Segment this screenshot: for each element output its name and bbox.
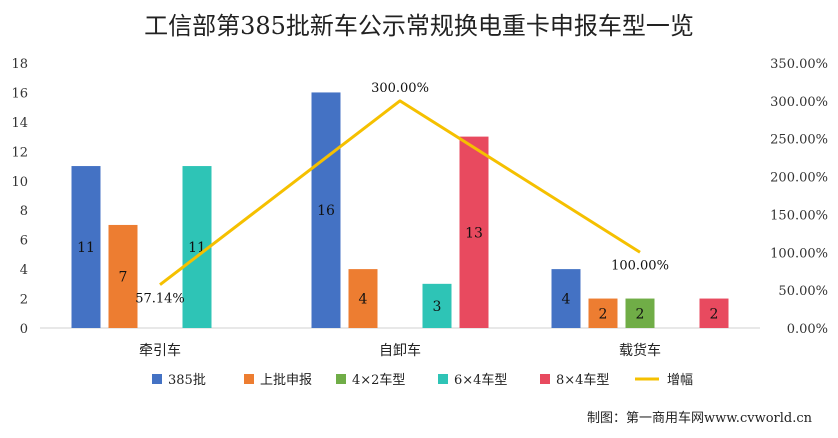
x-category-label: 牵引车 <box>139 342 181 359</box>
bar <box>311 92 341 328</box>
bar <box>625 298 655 328</box>
bar-value-label: 7 <box>119 269 128 285</box>
bar <box>551 269 581 328</box>
legend-label: 上批申报 <box>260 373 312 388</box>
y-tick-label: 18 <box>11 57 28 72</box>
bar <box>108 224 138 328</box>
bar <box>699 298 729 328</box>
y2-tick-label: 200.00% <box>770 171 828 186</box>
y-axis: 0 2 4 6 8 10 12 14 16 18 <box>11 57 28 337</box>
legend-swatch <box>152 374 162 384</box>
x-axis: 牵引车 自卸车 载货车 <box>139 342 661 359</box>
y2-tick-label: 0.00% <box>787 322 828 337</box>
y2-tick-label: 300.00% <box>770 95 828 110</box>
y2-tick-label: 100.00% <box>770 246 828 261</box>
y-tick-label: 14 <box>11 116 28 131</box>
y-tick-label: 2 <box>20 293 28 308</box>
line-value-label: 300.00% <box>371 81 429 96</box>
legend-swatch <box>540 374 550 384</box>
y-tick-label: 4 <box>20 263 28 278</box>
legend-swatch <box>336 374 346 384</box>
bar-value-label: 3 <box>433 299 442 315</box>
bar-value-label: 4 <box>562 292 571 308</box>
bar-value-label: 4 <box>359 292 368 308</box>
y-tick-label: 16 <box>11 86 28 101</box>
legend: 385批 上批申报 4×2车型 6×4车型 8×4车型 增幅 <box>152 372 693 388</box>
line-value-label: 100.00% <box>611 258 669 273</box>
bar <box>348 269 378 328</box>
legend-label: 8×4车型 <box>556 372 609 388</box>
legend-label: 4×2车型 <box>352 372 405 388</box>
bar-value-label: 11 <box>77 240 95 256</box>
y-tick-label: 0 <box>20 322 28 337</box>
bar-value-label: 11 <box>188 240 206 256</box>
y2-tick-label: 350.00% <box>770 57 828 72</box>
legend-swatch <box>438 374 448 384</box>
bars: 11 7 11 16 4 3 13 4 2 2 2 <box>71 92 729 328</box>
y2-tick-label: 150.00% <box>770 208 828 223</box>
credit-text: 制图：第一商用车网www.cvworld.cn <box>587 410 813 426</box>
x-category-label: 自卸车 <box>379 342 421 359</box>
y-tick-label: 8 <box>20 204 28 219</box>
chart-title: 工信部第385批新车公示常规换电重卡申报车型一览 <box>144 12 694 40</box>
legend-label: 增幅 <box>667 373 693 388</box>
line-layer: 57.14% 300.00% 100.00% <box>135 81 669 307</box>
line-growth <box>159 99 641 286</box>
bar-value-label: 2 <box>599 306 608 322</box>
legend-label: 6×4车型 <box>454 372 507 388</box>
bar-value-label: 2 <box>636 306 645 322</box>
bar <box>71 166 101 328</box>
bar <box>422 283 452 328</box>
y-tick-label: 6 <box>20 234 28 249</box>
y2-axis: 0.00% 50.00% 100.00% 150.00% 200.00% 250.00% 3… <box>770 57 828 337</box>
line-value-label: 57.14% <box>135 292 185 307</box>
legend-label: 385批 <box>168 373 206 388</box>
y-tick-label: 12 <box>11 145 28 160</box>
y-tick-label: 10 <box>11 175 28 190</box>
legend-swatch <box>244 374 254 384</box>
bar-value-label: 13 <box>465 225 483 241</box>
bar <box>182 166 212 328</box>
bar <box>459 136 489 328</box>
bar <box>588 298 618 328</box>
y2-tick-label: 50.00% <box>778 284 828 299</box>
bar-value-label: 2 <box>710 306 719 322</box>
x-category-label: 载货车 <box>619 342 661 359</box>
y2-tick-label: 250.00% <box>770 133 828 148</box>
bar-value-label: 16 <box>317 203 335 219</box>
